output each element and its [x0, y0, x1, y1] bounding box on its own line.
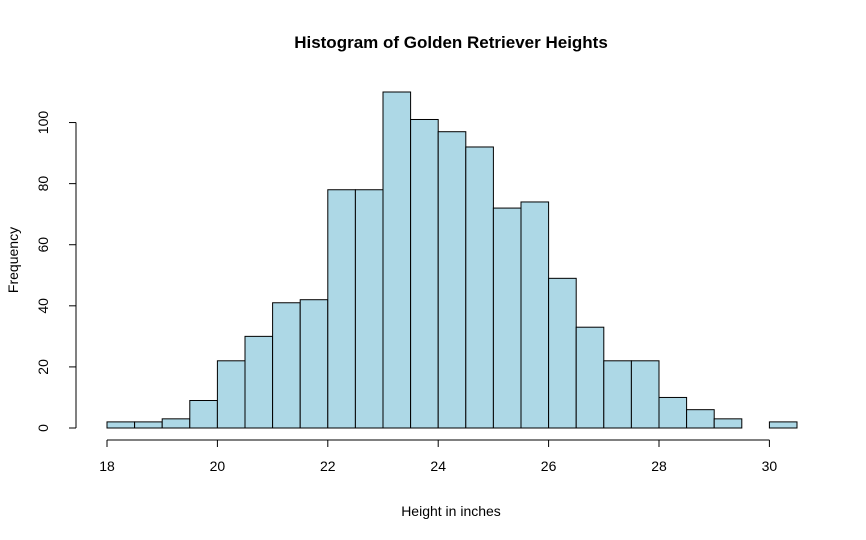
- x-tick-label: 24: [430, 458, 446, 474]
- histogram-bar: [134, 421, 163, 429]
- x-axis: 18 20 22 24 26 28 30: [99, 439, 778, 474]
- bars-group: [106, 91, 798, 429]
- y-tick-label: 60: [35, 237, 51, 253]
- histogram-bar: [686, 409, 715, 429]
- histogram-bar: [658, 396, 688, 429]
- histogram-bar: [410, 118, 439, 429]
- histogram-bar: [354, 189, 384, 429]
- y-tick-label: 100: [35, 111, 51, 135]
- histogram-bar: [161, 418, 191, 429]
- histogram-bar: [465, 146, 494, 429]
- y-axis: 0 20 40 60 80 100: [35, 111, 77, 432]
- histogram-bar: [244, 335, 274, 429]
- histogram-bar: [216, 360, 246, 429]
- histogram-bar: [189, 400, 218, 429]
- y-axis-label: Frequency: [5, 227, 21, 293]
- y-tick-label: 20: [35, 359, 51, 375]
- x-tick-label: 18: [99, 458, 115, 474]
- histogram-bar: [630, 360, 660, 429]
- x-tick-label: 28: [651, 458, 667, 474]
- x-tick-label: 26: [541, 458, 557, 474]
- histogram-bar: [713, 418, 743, 429]
- histogram-bar: [492, 207, 522, 429]
- x-tick-label: 22: [320, 458, 336, 474]
- histogram-bar: [520, 201, 550, 429]
- histogram-bar: [272, 302, 301, 429]
- y-tick-label: 80: [35, 176, 51, 192]
- histogram-bar: [382, 91, 412, 429]
- histogram-bar: [299, 299, 329, 429]
- chart-title: Histogram of Golden Retriever Heights: [294, 33, 608, 52]
- x-tick-label: 20: [210, 458, 226, 474]
- y-tick-label: 0: [35, 424, 51, 432]
- histogram-bar: [106, 421, 136, 429]
- histogram-bar: [327, 189, 356, 429]
- y-tick-label: 40: [35, 298, 51, 314]
- histogram-bar: [575, 326, 605, 429]
- histogram-bar: [603, 360, 632, 429]
- histogram-bar: [768, 421, 798, 429]
- histogram-bar: [437, 131, 467, 429]
- histogram-bar: [548, 277, 577, 429]
- x-tick-label: 30: [762, 458, 778, 474]
- x-axis-label: Height in inches: [401, 503, 501, 519]
